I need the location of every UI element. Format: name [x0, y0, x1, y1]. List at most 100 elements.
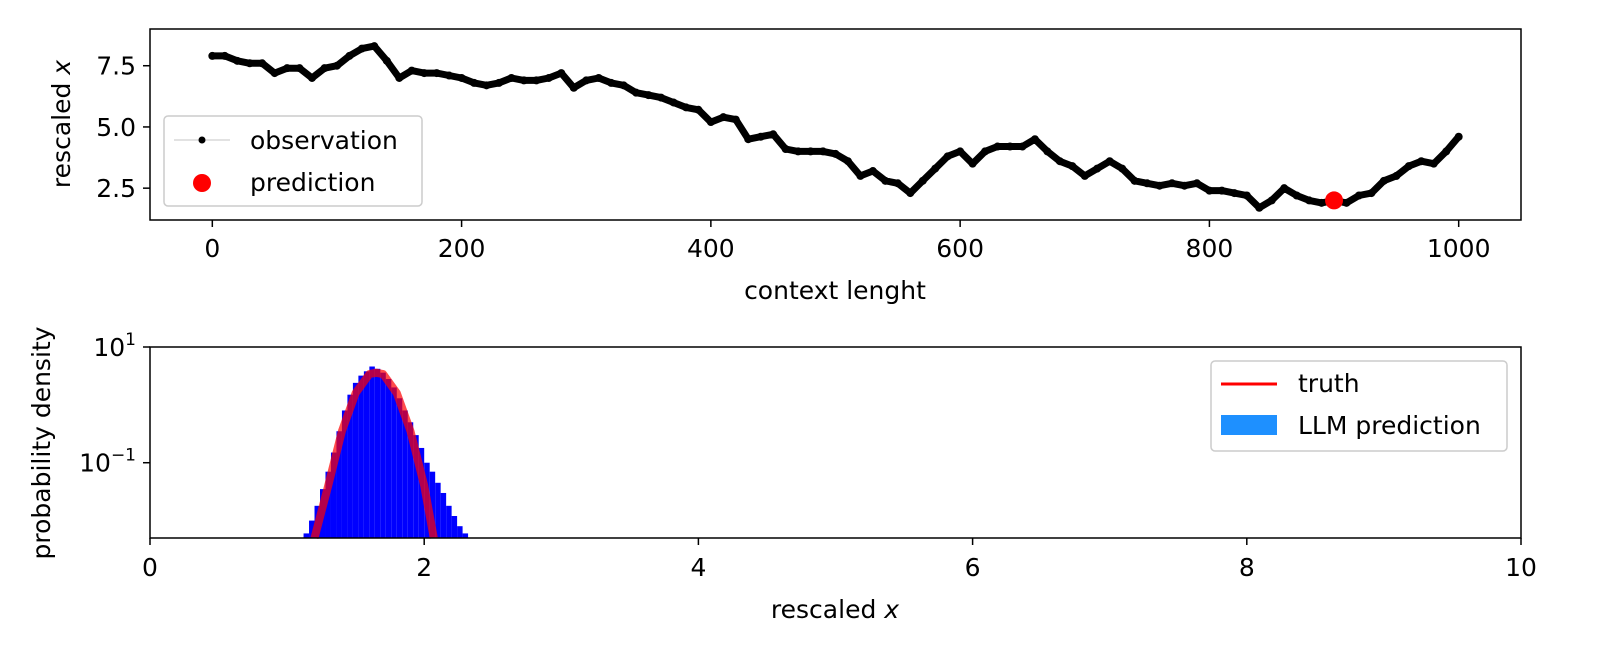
- legend-prediction-marker: [193, 174, 211, 192]
- observation-point: [694, 105, 703, 114]
- observation-point: [594, 73, 603, 82]
- observation-point: [619, 81, 628, 90]
- histogram-bar: [325, 471, 331, 538]
- observation-point: [569, 83, 578, 92]
- legend-llm-prediction-label: LLM prediction: [1298, 411, 1481, 440]
- observation-point: [706, 118, 715, 127]
- observation-point: [332, 61, 341, 70]
- observation-point: [1180, 181, 1189, 190]
- histogram-bar: [457, 526, 463, 538]
- observation-point: [918, 176, 927, 185]
- observation-point: [806, 147, 815, 156]
- observation-point: [507, 73, 516, 82]
- observation-point: [420, 69, 429, 78]
- observation-point: [1354, 191, 1363, 200]
- bottom-chart: 0 2 4 6 8 10 101 10−1 rescaled x probability de…: [27, 326, 1537, 624]
- top-x-tick-label: 0: [204, 234, 220, 263]
- top-x-tick-label: 600: [936, 234, 984, 263]
- observation-point: [1130, 176, 1139, 185]
- observation-point: [794, 147, 803, 156]
- top-legend: observation prediction: [163, 115, 423, 207]
- prediction-point: [1325, 191, 1344, 210]
- observation-point: [868, 167, 877, 176]
- bottom-x-tick-label: 4: [690, 553, 706, 582]
- observation-point: [1005, 142, 1014, 151]
- observation-point: [1068, 162, 1077, 171]
- histogram-bar: [407, 422, 414, 538]
- observation-point: [1367, 189, 1376, 198]
- observation-point: [482, 81, 491, 90]
- observation-point: [657, 93, 666, 102]
- histogram-bar: [352, 382, 359, 538]
- histogram-bar: [418, 447, 425, 538]
- top-plot-frame: [149, 28, 1522, 221]
- histogram-bar: [440, 492, 447, 538]
- histogram-bar: [369, 366, 375, 538]
- observation-point: [519, 76, 528, 85]
- observation-point: [781, 144, 790, 153]
- observation-point: [1454, 132, 1463, 141]
- observation-point: [1118, 164, 1127, 173]
- observation-point: [756, 132, 765, 141]
- observation-point: [607, 78, 616, 87]
- observation-point: [1217, 186, 1226, 195]
- observation-point: [370, 42, 379, 51]
- observation-point: [644, 91, 653, 100]
- observation-point: [432, 69, 441, 78]
- histogram-bar: [435, 482, 441, 538]
- observation-point: [308, 73, 317, 82]
- observation-point: [632, 88, 641, 97]
- top-legend-box: [163, 115, 423, 207]
- observation-point: [357, 44, 366, 53]
- observation-point: [1093, 164, 1102, 173]
- observation-point: [719, 113, 728, 122]
- observation-point: [320, 64, 329, 73]
- observation-point: [1342, 198, 1351, 207]
- observation-point: [1317, 198, 1326, 207]
- observation-point: [1205, 186, 1214, 195]
- observation-point: [856, 171, 865, 180]
- observation-point: [557, 69, 566, 78]
- observation-point: [981, 147, 990, 156]
- truth-curve: [310, 368, 438, 540]
- observation-point: [1280, 184, 1289, 193]
- observation-point: [283, 64, 292, 73]
- observation-point: [208, 51, 217, 60]
- top-y-tick-label: 7.5: [96, 52, 136, 81]
- observation-point: [1230, 189, 1239, 198]
- observation-point: [744, 135, 753, 144]
- top-y-tick-label: 2.5: [96, 174, 136, 203]
- observation-point: [532, 76, 541, 85]
- top-x-tick-label: 400: [687, 234, 735, 263]
- observation-point: [1417, 157, 1426, 166]
- observation-point: [245, 59, 254, 68]
- observation-point: [731, 115, 740, 124]
- observation-point: [233, 56, 242, 65]
- observation-point: [1404, 162, 1413, 171]
- observation-point: [819, 147, 828, 156]
- legend-prediction-label: prediction: [250, 168, 375, 197]
- observation-point: [345, 51, 354, 60]
- observation-point: [295, 64, 304, 73]
- observation-point: [893, 179, 902, 188]
- observation-point: [457, 73, 466, 82]
- observation-point: [669, 98, 678, 107]
- top-x-tick-label: 1000: [1427, 234, 1491, 263]
- observation-point: [1143, 179, 1152, 188]
- observation-point: [1442, 147, 1451, 156]
- observation-point: [843, 157, 852, 166]
- histogram-bar: [336, 431, 342, 538]
- histogram-bar: [429, 471, 436, 538]
- observation-point: [1267, 196, 1276, 205]
- observation-point: [544, 73, 553, 82]
- histogram-bar: [309, 520, 315, 538]
- histogram-bar: [385, 378, 392, 538]
- top-chart: 0 200 400 600 800 1000 2.5 5.0 7.5 context lengh…: [47, 28, 1522, 305]
- observation-point: [943, 152, 952, 161]
- observation-point: [1305, 196, 1314, 205]
- bottom-x-tick-label: 10: [1505, 553, 1537, 582]
- bottom-y-tick-label: 101: [93, 330, 136, 362]
- histogram-bar: [330, 452, 337, 538]
- top-y-tick-label: 5.0: [96, 113, 136, 142]
